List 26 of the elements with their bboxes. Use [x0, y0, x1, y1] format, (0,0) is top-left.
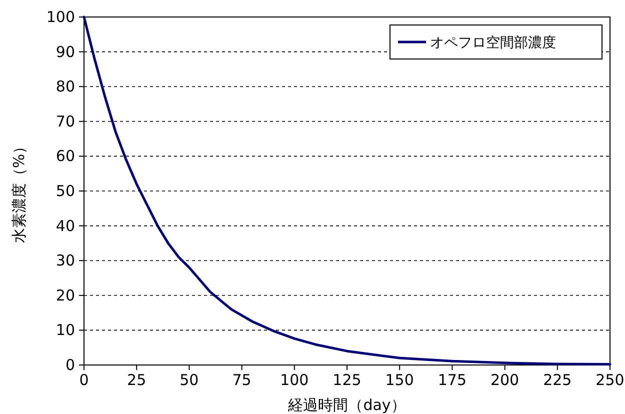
x-tick-label: 225	[543, 371, 572, 389]
x-tick-label: 125	[332, 371, 362, 389]
line-series	[82, 16, 612, 366]
legend-label: オペフロ空間部濃度	[430, 35, 556, 51]
x-tick-label: 25	[127, 371, 146, 389]
x-tick-label: 200	[490, 371, 520, 389]
y-tick-label: 70	[56, 112, 75, 130]
y-tick-label: 50	[56, 182, 75, 200]
y-tick-label: 0	[65, 356, 75, 374]
x-tick-label: 175	[438, 371, 467, 389]
x-tick-label: 50	[180, 371, 199, 389]
y-tick-label: 40	[56, 216, 75, 235]
y-tick-label: 10	[56, 321, 75, 340]
x-axis-title: 経過時間（day）	[287, 396, 406, 414]
x-tick-label: 150	[385, 371, 414, 389]
x-tick-label: 0	[79, 371, 89, 389]
y-tick-label: 30	[56, 252, 75, 270]
y-tick-label: 100	[46, 8, 75, 26]
y-tick-label: 20	[56, 286, 75, 304]
y-axis-title: 水素濃度（%）	[10, 138, 28, 244]
y-tick-label: 90	[56, 42, 75, 61]
x-tick-label: 75	[232, 371, 252, 389]
y-tick-label: 80	[56, 78, 75, 96]
x-tick-label: 250	[596, 371, 624, 389]
y-tick-label: 60	[56, 147, 75, 166]
x-tick-label: 100	[280, 371, 309, 389]
